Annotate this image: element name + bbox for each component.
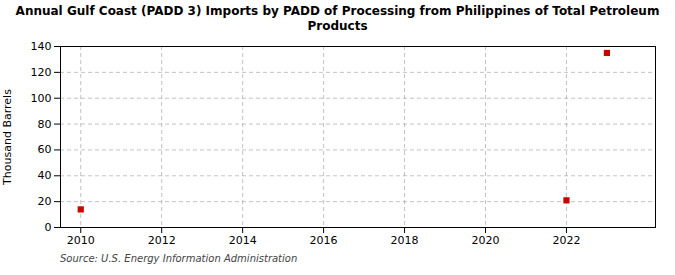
svg-text:2018: 2018 [391,234,419,247]
svg-text:140: 140 [31,40,52,53]
svg-text:2014: 2014 [229,234,257,247]
svg-text:0: 0 [45,221,52,234]
svg-text:2016: 2016 [310,234,338,247]
svg-text:Thousand Barrels: Thousand Barrels [1,89,14,186]
svg-text:20: 20 [38,195,52,208]
svg-text:60: 60 [38,143,52,156]
html-text:Annual Gulf Coast (PADD 3) Imp: Annual Gulf Coast (PADD 3) Imports by PA… [15,4,660,33]
svg-text:100: 100 [31,92,52,105]
svg-text:2022: 2022 [552,234,580,247]
svg-text:2020: 2020 [472,234,500,247]
svg-text:120: 120 [31,66,52,79]
svg-text:80: 80 [38,118,52,131]
svg-text:2012: 2012 [148,234,176,247]
html-text:Source: U.S. Energy Informatio: Source: U.S. Energy Information Administ… [60,253,298,264]
svg-text:40: 40 [38,169,52,182]
svg-text:2010: 2010 [67,234,95,247]
